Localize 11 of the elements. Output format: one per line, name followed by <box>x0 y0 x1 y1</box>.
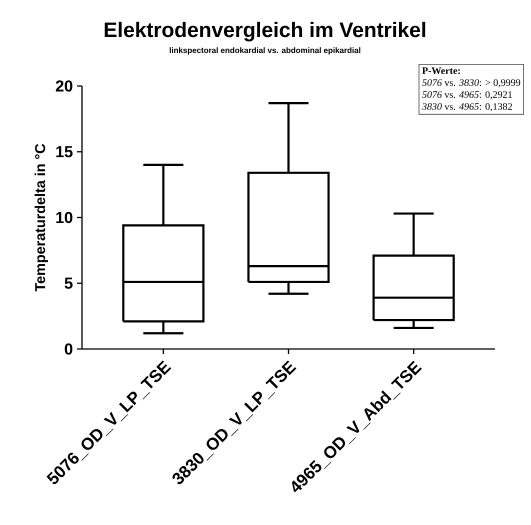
y-axis-title: Temperaturdelta in °C <box>34 144 48 292</box>
y-tick-label: 15 <box>56 146 73 158</box>
annotation: 5076 vs. 3830: > 0,9999 <box>422 79 520 88</box>
y-tick-label: 20 <box>56 80 72 92</box>
annotation: 3830 vs. 4965: 0,1382 <box>422 103 512 112</box>
chart-title: Elektrodenvergleich im Ventrikel <box>104 22 426 42</box>
y-tick-label: 0 <box>64 343 72 355</box>
annotation: 5076 vs. 4965: 0,2921 <box>422 91 512 100</box>
y-tick-label: 10 <box>56 212 72 224</box>
text: P-Werte: <box>422 67 460 74</box>
y-tick-label: 5 <box>64 278 73 289</box>
